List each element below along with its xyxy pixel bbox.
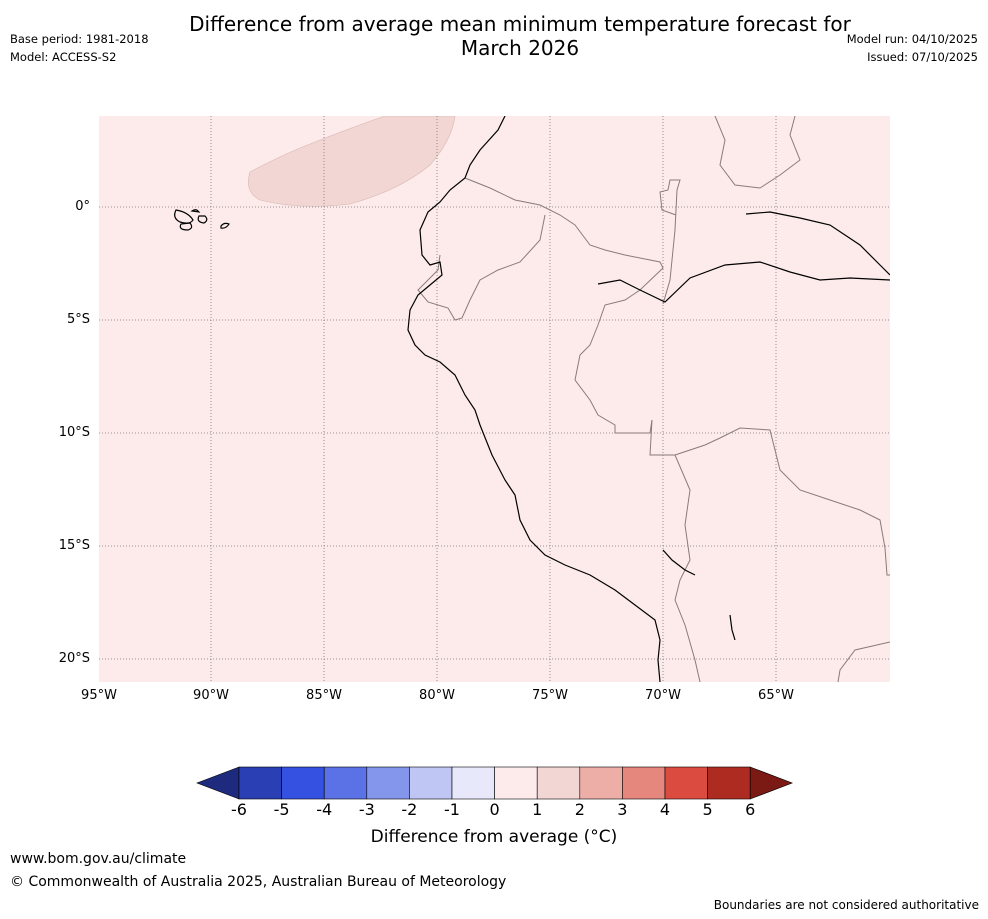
title-line-2: March 2026 (460, 36, 580, 60)
colorbar-box (536, 766, 581, 800)
colorbar-tick-label: -1 (444, 800, 460, 819)
colorbar-tick-label: 0 (489, 800, 500, 819)
lon-label-90w: 90°W (193, 688, 229, 703)
map-area (99, 116, 890, 682)
colorbar-extend-low (196, 766, 240, 800)
lat-label-5s: 5°S (66, 312, 90, 327)
colorbar-box (451, 766, 495, 800)
model-name: Model: ACCESS-S2 (10, 50, 117, 64)
map-title: Difference from average mean minimum tem… (120, 12, 920, 60)
colorbar-box (622, 766, 666, 800)
colorbar-box (579, 766, 623, 800)
colorbar-box (366, 766, 410, 800)
colorbar-box (323, 766, 368, 800)
colorbar-tick-label: -4 (316, 800, 333, 819)
title-line-1: Difference from average mean minimum tem… (189, 12, 851, 36)
meta-left: Base period: 1981-2018 Model: ACCESS-S2 (10, 30, 149, 66)
lat-label-20s: 20°S (58, 651, 90, 666)
lat-label-0: 0° (75, 199, 90, 214)
lat-label-10s: 10°S (58, 425, 90, 440)
colorbar-tick-label: 3 (617, 800, 628, 819)
country-boundaries (417, 116, 890, 682)
colorbar-tick-label: -2 (401, 800, 418, 819)
colorbar-box (238, 766, 282, 800)
anomaly-patch-1-to-2 (248, 116, 456, 207)
colorbar-tick-label: 6 (745, 800, 756, 819)
lon-label-95w: 95°W (81, 688, 117, 703)
colorbar-tick-label: 2 (574, 800, 585, 819)
gridlines (99, 116, 890, 682)
colorbar-box (409, 766, 453, 800)
lon-label-65w: 65°W (758, 688, 794, 703)
colorbar-tick-label: -3 (358, 800, 375, 819)
model-run: Model run: 04/10/2025 (846, 32, 978, 46)
colorbar-tick-label: 4 (659, 800, 671, 819)
colorbar-tick-label: 5 (702, 800, 713, 819)
colorbar-tick-label: -6 (231, 800, 247, 819)
lat-label-15s: 15°S (58, 538, 90, 553)
meta-right: Model run: 04/10/2025 Issued: 07/10/2025 (847, 30, 978, 66)
colorbar (196, 766, 794, 800)
colorbar-box (707, 766, 751, 800)
coastline (174, 116, 890, 682)
base-period: Base period: 1981-2018 (10, 32, 149, 46)
anomaly-background-0-to-1 (99, 116, 890, 682)
colorbar-tick-label: 1 (532, 800, 543, 819)
colorbar-box (494, 766, 538, 800)
lon-label-85w: 85°W (306, 688, 342, 703)
colorbar-extend-high (749, 766, 794, 800)
colorbar-box (664, 766, 708, 800)
lon-label-75w: 75°W (532, 688, 568, 703)
colorbar-title: Difference from average (°C) (370, 827, 618, 847)
copyright-notice: © Commonwealth of Australia 2025, Austra… (10, 874, 507, 890)
colorbar-box (281, 766, 325, 800)
website-link[interactable]: www.bom.gov.au/climate (10, 851, 187, 867)
issued-date: Issued: 07/10/2025 (867, 50, 978, 64)
boundary-disclaimer: Boundaries are not considered authoritat… (713, 898, 979, 912)
colorbar-tick-label: -5 (273, 800, 290, 819)
lon-label-70w: 70°W (645, 688, 681, 703)
lon-label-80w: 80°W (419, 688, 455, 703)
